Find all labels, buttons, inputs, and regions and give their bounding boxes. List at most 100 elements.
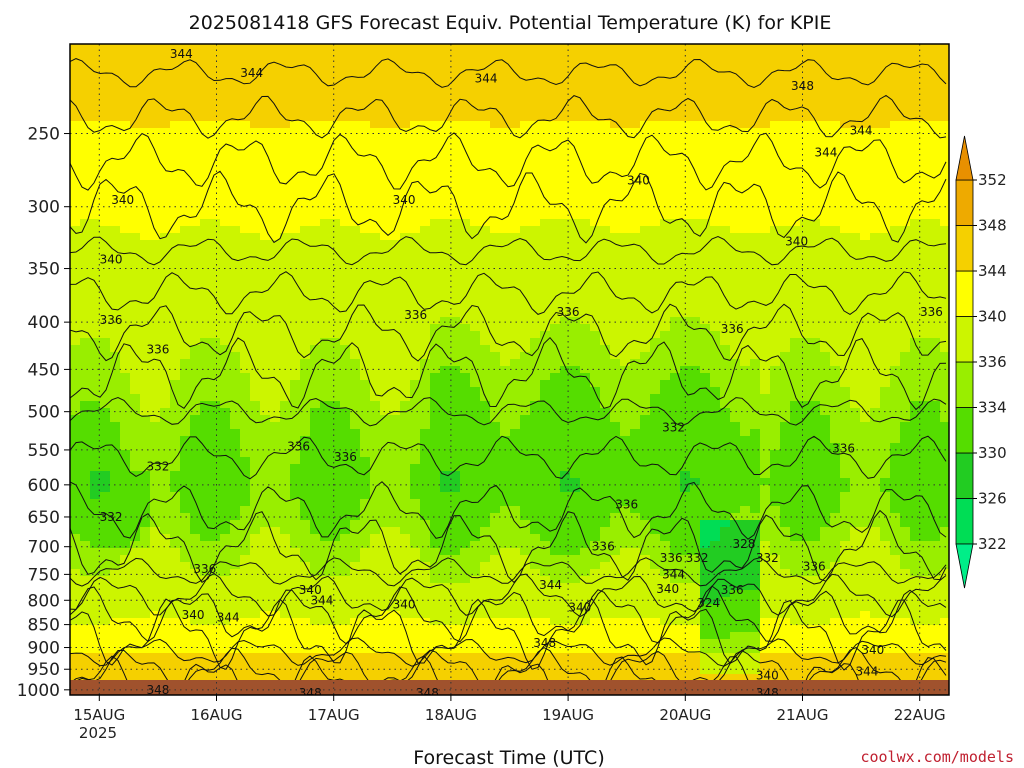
field-cell (370, 191, 381, 199)
field-cell (480, 457, 491, 465)
field-cell (590, 149, 601, 157)
field-cell (560, 205, 571, 213)
field-cell (550, 163, 561, 171)
field-cell (430, 191, 441, 199)
field-cell (290, 177, 301, 185)
field-cell (90, 303, 101, 311)
field-cell (580, 380, 591, 388)
field-cell (120, 58, 131, 66)
field-cell (210, 86, 221, 94)
field-cell (160, 632, 171, 640)
field-cell (250, 58, 261, 66)
field-cell (120, 485, 131, 493)
field-cell (250, 310, 261, 318)
field-cell (220, 345, 231, 353)
field-cell (80, 562, 91, 570)
field-cell (540, 44, 551, 52)
field-cell (350, 289, 361, 297)
field-cell (550, 44, 561, 52)
field-cell (430, 289, 441, 297)
field-cell (200, 478, 211, 486)
field-cell (550, 79, 561, 87)
field-cell (370, 422, 381, 430)
field-cell (150, 289, 161, 297)
field-cell (270, 597, 281, 605)
field-cell (240, 233, 251, 241)
field-cell (550, 331, 561, 339)
field-cell (80, 359, 91, 367)
field-cell (530, 527, 541, 535)
field-cell (110, 86, 121, 94)
field-cell (370, 135, 381, 143)
field-cell (360, 513, 371, 521)
field-cell (510, 478, 521, 486)
field-cell (240, 373, 251, 381)
field-cell (460, 79, 471, 87)
field-cell (400, 583, 411, 591)
field-cell (270, 513, 281, 521)
field-cell (440, 485, 451, 493)
field-cell (190, 233, 201, 241)
field-cell (570, 100, 581, 108)
field-cell (390, 282, 401, 290)
field-cell (380, 604, 391, 612)
field-cell (380, 72, 391, 80)
field-cell (450, 51, 461, 59)
field-cell (390, 163, 401, 171)
field-cell (210, 163, 221, 171)
field-cell (450, 184, 461, 192)
field-cell (270, 303, 281, 311)
field-cell (380, 198, 391, 206)
field-cell (320, 65, 331, 73)
field-cell (370, 583, 381, 591)
field-cell (130, 541, 141, 549)
field-cell (500, 142, 511, 150)
field-cell (110, 604, 121, 612)
field-cell (410, 254, 421, 262)
field-cell (410, 499, 421, 507)
field-cell (410, 436, 421, 444)
field-cell (420, 513, 431, 521)
field-cell (420, 387, 431, 395)
field-cell (270, 646, 281, 654)
field-cell (490, 541, 501, 549)
field-cell (420, 471, 431, 479)
field-cell (430, 261, 441, 269)
field-cell (430, 107, 441, 115)
field-cell (320, 184, 331, 192)
field-cell (290, 569, 301, 577)
field-cell (340, 317, 351, 325)
field-cell (120, 541, 131, 549)
field-cell (590, 499, 601, 507)
field-cell (110, 401, 121, 409)
field-cell (90, 170, 101, 178)
field-cell (290, 674, 301, 682)
field-cell (160, 184, 171, 192)
field-cell (150, 667, 161, 675)
field-cell (570, 156, 581, 164)
field-cell (600, 352, 611, 360)
field-cell (540, 667, 551, 675)
field-cell (410, 135, 421, 143)
field-cell (230, 135, 241, 143)
field-cell (200, 380, 211, 388)
field-cell (570, 212, 581, 220)
field-cell (420, 352, 431, 360)
field-cell (180, 128, 191, 136)
field-cell (220, 492, 231, 500)
field-cell (330, 51, 341, 59)
field-cell (300, 604, 311, 612)
field-cell (530, 254, 541, 262)
field-cell (480, 296, 491, 304)
field-cell (210, 639, 221, 647)
field-cell (560, 135, 571, 143)
field-cell (590, 156, 601, 164)
field-cell (300, 310, 311, 318)
field-cell (340, 51, 351, 59)
field-cell (470, 289, 481, 297)
field-cell (560, 191, 571, 199)
field-cell (90, 653, 101, 661)
field-cell (200, 198, 211, 206)
field-cell (550, 422, 561, 430)
field-cell (530, 499, 541, 507)
